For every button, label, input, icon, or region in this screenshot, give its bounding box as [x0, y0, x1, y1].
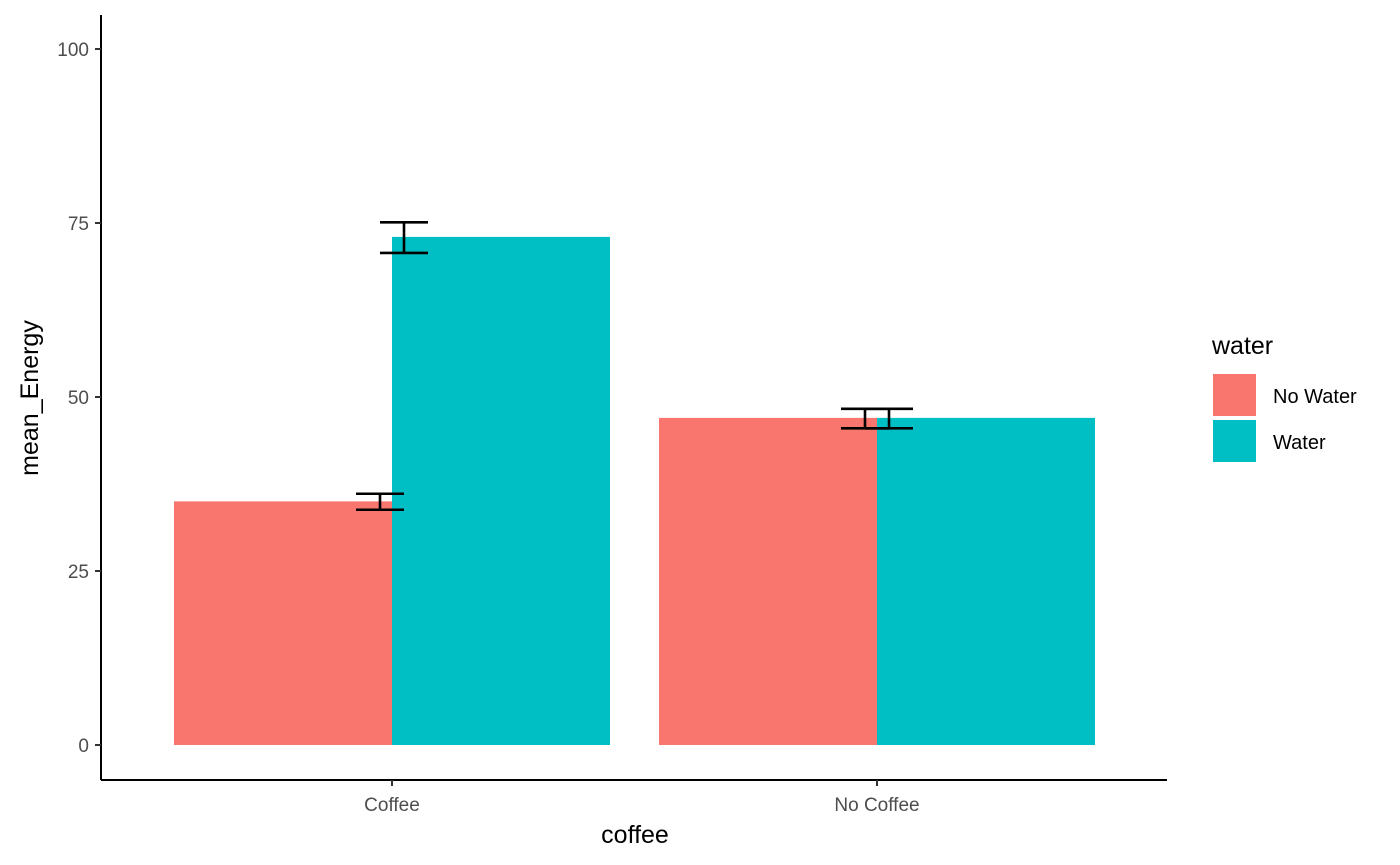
- legend-items: No Water Water: [1213, 374, 1357, 462]
- legend-swatch: [1213, 374, 1256, 416]
- y-tick-label: 50: [68, 388, 89, 409]
- x-tick-label: No Coffee: [834, 795, 919, 816]
- y-tick-label: 75: [68, 214, 89, 235]
- bar-no-water-no-coffee: [659, 417, 877, 745]
- errorbar-water-coffee: [380, 221, 428, 255]
- y-axis-title: mean_Energy: [16, 320, 44, 476]
- legend-item-no-water: No Water: [1213, 374, 1357, 416]
- errorbars-layer: [356, 221, 913, 512]
- errorbar-water-no-coffee: [865, 407, 913, 430]
- x-tick-label: Coffee: [364, 795, 420, 816]
- axes-layer: 0 25 50 75 100 Coffee No Coffee: [57, 15, 1167, 816]
- legend: water No Water Water: [1211, 332, 1357, 462]
- bar-water-no-coffee: [877, 417, 1095, 745]
- legend-label: Water: [1273, 432, 1326, 454]
- errorbar-no-water-coffee: [356, 492, 404, 512]
- y-tick-label: 0: [78, 736, 89, 757]
- bar-no-water-coffee: [174, 501, 392, 745]
- legend-label: No Water: [1273, 386, 1357, 408]
- x-axis-title: coffee: [601, 821, 669, 849]
- legend-swatch: [1213, 420, 1256, 462]
- bars-layer: [174, 236, 1095, 746]
- bar-water-coffee: [392, 236, 610, 746]
- legend-item-water: Water: [1213, 420, 1326, 462]
- y-tick-label: 100: [57, 40, 89, 61]
- y-tick-label: 25: [68, 562, 89, 583]
- legend-title: water: [1211, 332, 1273, 360]
